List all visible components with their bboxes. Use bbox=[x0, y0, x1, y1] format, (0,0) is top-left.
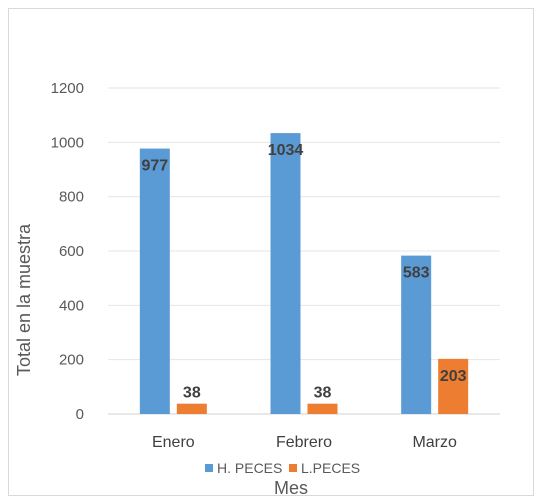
y-tick-label: 600 bbox=[59, 243, 84, 260]
bar bbox=[270, 133, 301, 414]
data-label: 203 bbox=[440, 368, 467, 385]
y-tick-label: 0 bbox=[76, 406, 84, 423]
data-label: 1034 bbox=[268, 142, 304, 159]
bar bbox=[139, 148, 170, 414]
x-axis-title: Mes bbox=[274, 478, 308, 498]
legend-swatch bbox=[205, 464, 213, 472]
data-label: 38 bbox=[314, 385, 332, 402]
x-tick-label: Marzo bbox=[412, 434, 457, 451]
bar bbox=[176, 403, 207, 414]
bar bbox=[307, 403, 338, 414]
x-tick-label: Enero bbox=[152, 434, 195, 451]
chart-frame bbox=[8, 8, 534, 496]
y-tick-label: 400 bbox=[59, 297, 84, 314]
legend-swatch bbox=[289, 464, 297, 472]
y-tick-label: 200 bbox=[59, 352, 84, 369]
data-label: 38 bbox=[183, 385, 201, 402]
legend-label: H. PECES bbox=[217, 460, 282, 476]
y-axis-ticks: 0 200 400 600 800 1000 1200 bbox=[51, 80, 84, 423]
gridlines bbox=[108, 87, 500, 361]
y-axis-title: Total en la muestra bbox=[14, 223, 34, 376]
bar bbox=[401, 255, 432, 414]
bars bbox=[139, 133, 469, 414]
x-tick-label: Febrero bbox=[276, 434, 332, 451]
y-tick-label: 1200 bbox=[51, 80, 84, 97]
data-labels: 977 38 1034 38 583 203 bbox=[141, 142, 466, 402]
x-axis-categories: Enero Febrero Marzo bbox=[152, 434, 457, 451]
legend: H. PECES L.PECES bbox=[205, 460, 360, 476]
y-tick-label: 800 bbox=[59, 189, 84, 206]
y-tick-label: 1000 bbox=[51, 134, 84, 151]
bar bbox=[438, 358, 469, 414]
legend-label: L.PECES bbox=[301, 460, 360, 476]
data-label: 977 bbox=[141, 158, 168, 175]
data-label: 583 bbox=[403, 265, 430, 282]
